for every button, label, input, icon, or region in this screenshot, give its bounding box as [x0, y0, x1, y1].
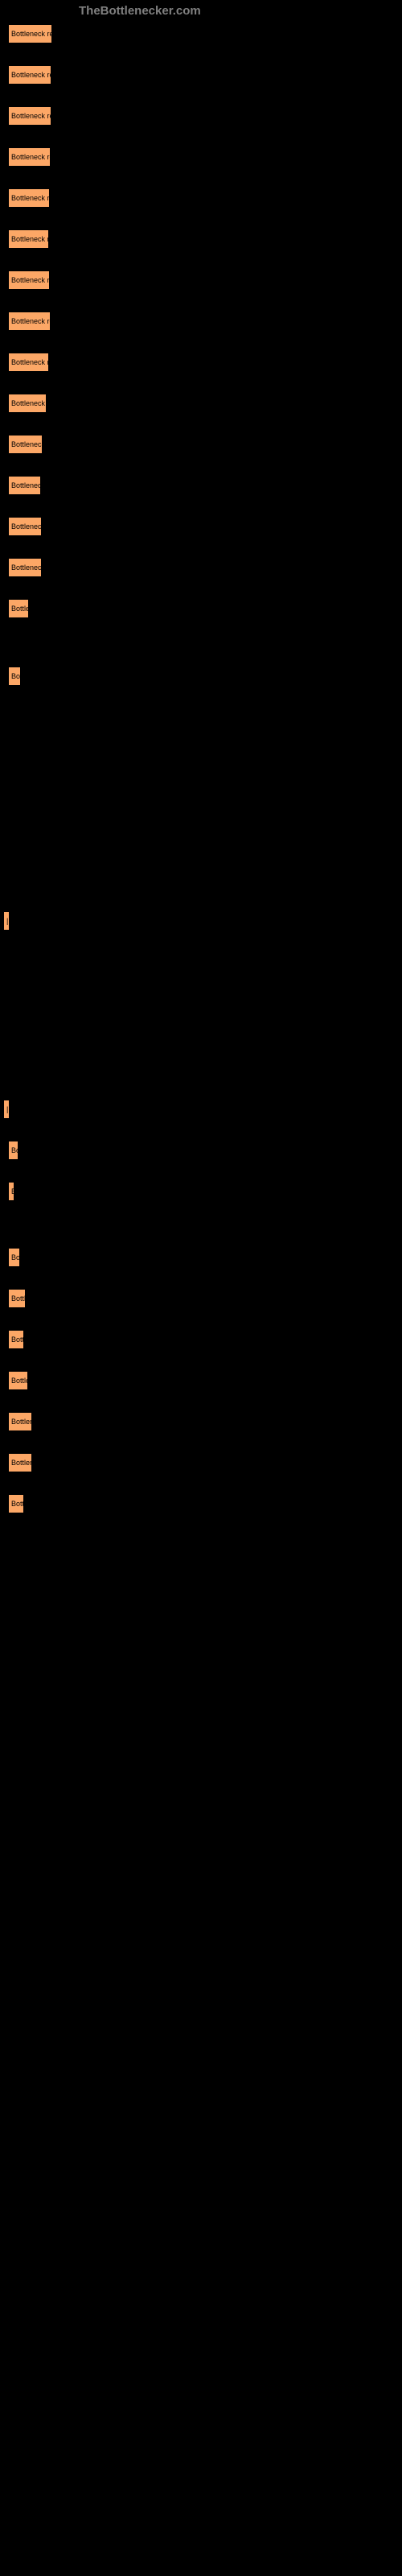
bar-item[interactable]: Bot: [8, 667, 21, 686]
bar-item[interactable]: Bottle: [8, 599, 29, 618]
bar-chart: Bottleneck res Bottleneck re Bottleneck …: [8, 24, 52, 1535]
bar-item[interactable]: Bo: [8, 1141, 18, 1160]
brand-title: TheBottlenecker.com: [79, 4, 201, 18]
bar-item[interactable]: Bot: [8, 1248, 20, 1267]
bar-item[interactable]: Bott: [8, 1330, 24, 1349]
bar-item[interactable]: |: [3, 911, 10, 931]
bar-item[interactable]: Bottleneck r: [8, 353, 49, 372]
bar-item[interactable]: Bottleneck o: [8, 394, 47, 413]
bar-item[interactable]: Bottleneck: [8, 435, 43, 454]
bar-item[interactable]: Bottleneck res: [8, 24, 52, 43]
bar-item[interactable]: |: [3, 1100, 10, 1119]
bar-item[interactable]: Bottleneck re: [8, 147, 51, 167]
bar-item[interactable]: Bottlenec: [8, 476, 41, 495]
bar-item[interactable]: Bottleneck r: [8, 229, 49, 249]
bar-item[interactable]: Bottlen: [8, 1453, 32, 1472]
bar-item[interactable]: Bott: [8, 1494, 24, 1513]
bar-item[interactable]: Bottl: [8, 1289, 26, 1308]
bar-item[interactable]: Bottleneck re: [8, 65, 51, 85]
bar-item[interactable]: Bottleneck re: [8, 270, 50, 290]
bar-item[interactable]: B: [8, 1182, 14, 1201]
bar-item[interactable]: Bottleneck: [8, 517, 42, 536]
bar-item[interactable]: Bottleneck re: [8, 312, 51, 331]
bar-item[interactable]: Bottle: [8, 1371, 28, 1390]
bar-item[interactable]: Bottleneck re: [8, 106, 51, 126]
bar-item[interactable]: Bottleneck re: [8, 188, 50, 208]
bar-item[interactable]: Bottlen: [8, 1412, 32, 1431]
bar-item[interactable]: Bottleneck: [8, 558, 42, 577]
